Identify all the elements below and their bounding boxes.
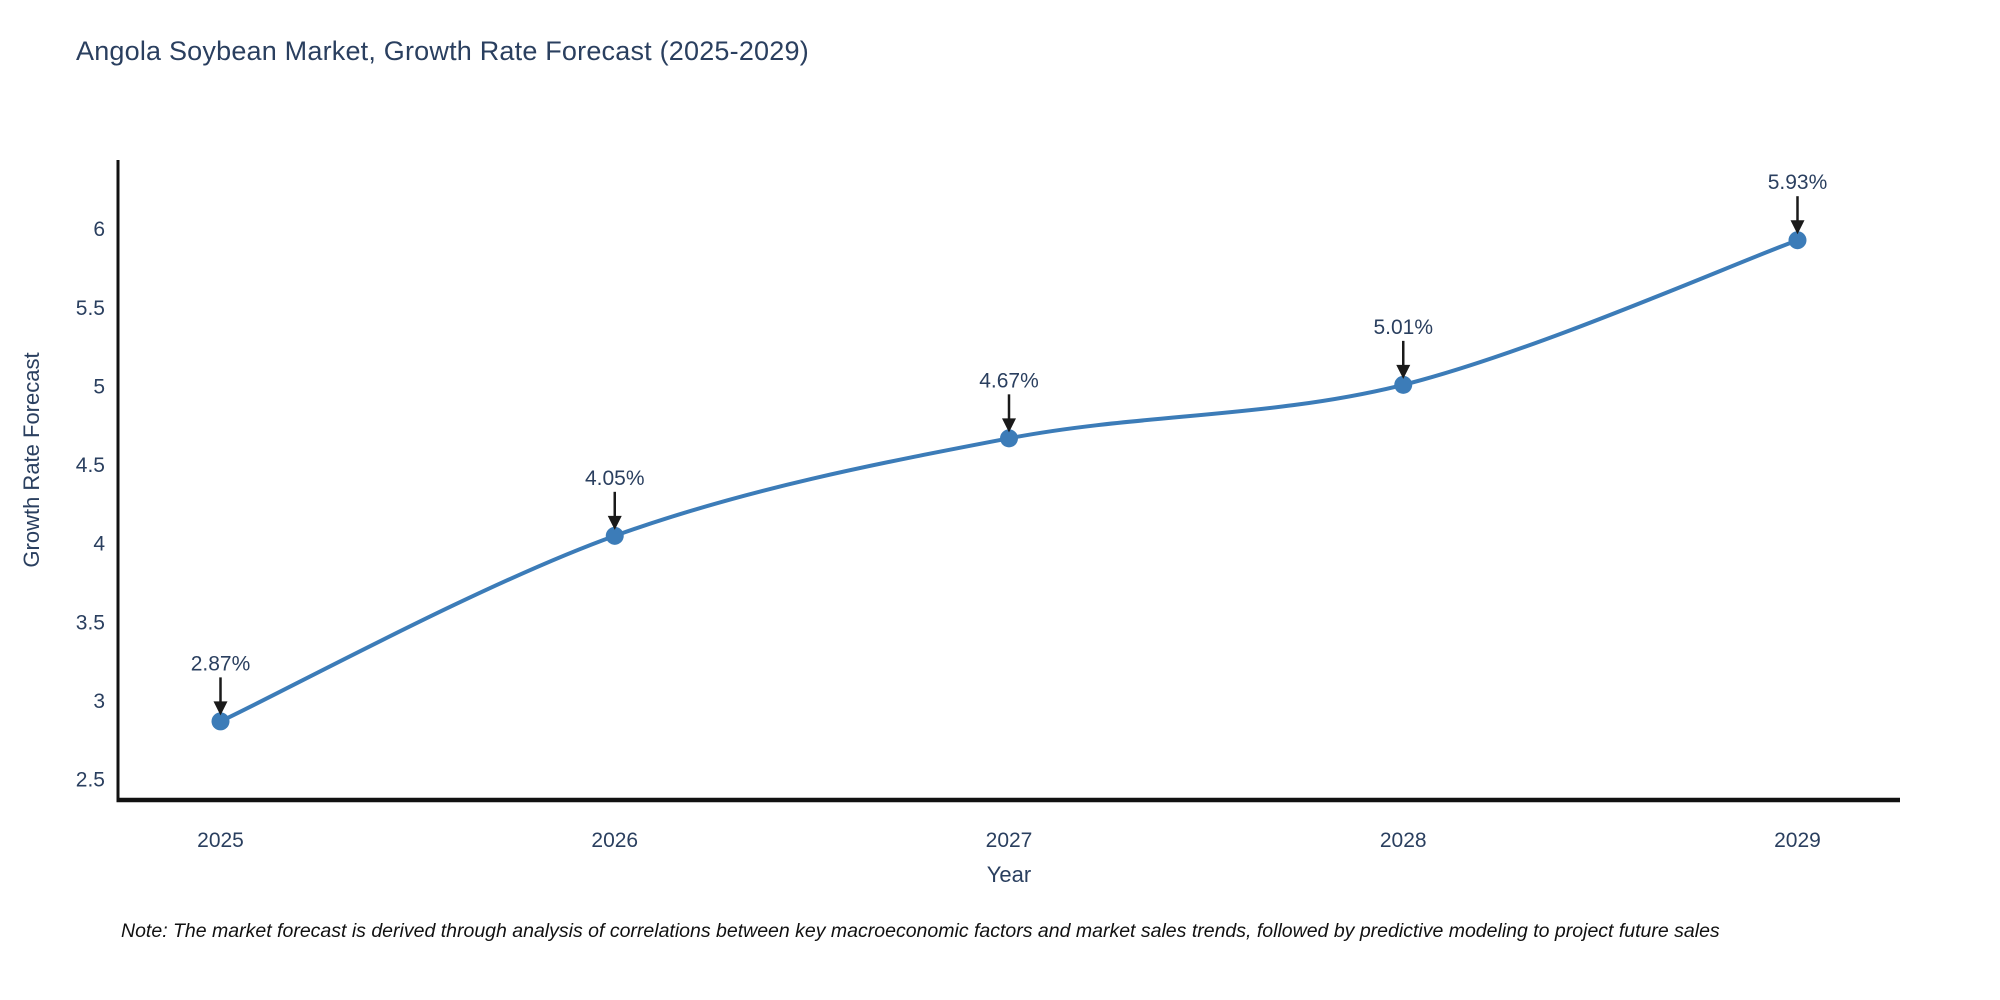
annotation-arrowhead bbox=[1790, 220, 1805, 235]
data-point-label: 4.05% bbox=[585, 467, 645, 490]
forecast-line bbox=[218, 238, 1800, 724]
x-tick-label: 2026 bbox=[591, 829, 638, 852]
data-point-marker bbox=[1394, 375, 1413, 394]
y-tick-label: 6 bbox=[93, 218, 105, 241]
y-tick-label: 5 bbox=[93, 375, 105, 398]
x-tick-label: 2028 bbox=[1380, 829, 1427, 852]
annotation-arrowhead bbox=[607, 515, 622, 530]
chart-title: Angola Soybean Market, Growth Rate Forec… bbox=[76, 36, 809, 66]
data-point-marker bbox=[605, 526, 624, 545]
data-point-label: 5.01% bbox=[1373, 316, 1433, 339]
data-point-marker bbox=[211, 712, 230, 731]
x-axis-title: Year bbox=[986, 862, 1032, 887]
x-tick-label: 2029 bbox=[1774, 829, 1821, 852]
data-point-label: 2.87% bbox=[191, 652, 251, 675]
x-tick-label: 2025 bbox=[197, 829, 244, 852]
data-point-label: 5.93% bbox=[1768, 171, 1828, 194]
y-tick-label: 3.5 bbox=[76, 611, 105, 634]
annotation-arrowhead bbox=[1396, 364, 1411, 379]
annotation-arrowhead bbox=[213, 701, 228, 716]
data-point-label: 4.67% bbox=[979, 369, 1039, 392]
footnote: Note: The market forecast is derived thr… bbox=[121, 920, 1720, 942]
data-point-marker bbox=[1788, 231, 1807, 250]
x-tick-label: 2027 bbox=[986, 829, 1033, 852]
y-tick-label: 3 bbox=[93, 690, 105, 713]
y-tick-label: 4 bbox=[93, 533, 105, 556]
data-point-marker bbox=[1000, 429, 1018, 448]
annotation-arrowhead bbox=[1002, 418, 1016, 433]
y-tick-label: 2.5 bbox=[76, 769, 105, 792]
y-tick-label: 4.5 bbox=[76, 454, 105, 477]
y-tick-label: 5.5 bbox=[76, 297, 105, 320]
